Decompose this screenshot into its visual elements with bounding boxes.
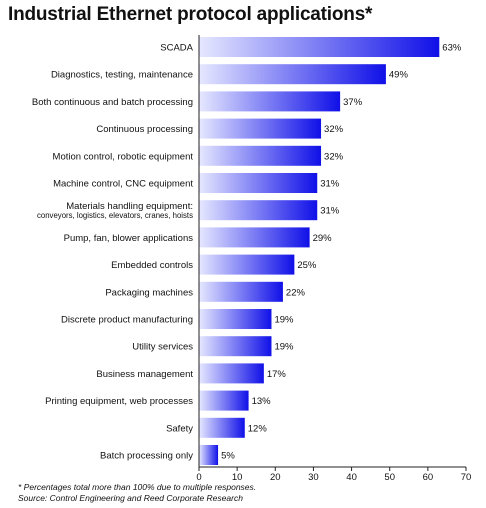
value-label-8: 25% [297, 260, 317, 271]
bar-4 [199, 145, 322, 166]
category-label-6: Materials handling equipment: [66, 201, 193, 212]
category-label-2: Both continuous and batch processing [32, 97, 193, 108]
value-label-14: 12% [248, 423, 268, 434]
value-label-12: 17% [267, 369, 287, 380]
category-label-7: Pump, fan, blower applications [64, 233, 194, 244]
bar-5 [199, 173, 318, 193]
category-label-8: Embedded controls [111, 260, 193, 271]
bar-8 [199, 254, 295, 275]
category-label-14: Safety [166, 423, 193, 434]
value-label-1: 49% [389, 70, 409, 81]
x-axis: 0 10 20 30 40 50 60 70 [196, 35, 471, 483]
bar-6 [199, 200, 318, 221]
value-label-13: 13% [252, 396, 272, 407]
chart-title: Industrial Ethernet protocol application… [8, 4, 373, 25]
category-label-12: Business management [96, 369, 193, 380]
value-label-10: 19% [274, 315, 294, 326]
category-label-13: Printing equipment, web processes [45, 396, 193, 407]
bar-15 [199, 445, 219, 465]
value-label-2: 37% [343, 97, 363, 108]
bar-7 [199, 227, 310, 248]
category-sublabel-6: conveyors, logistics, elevators, cranes,… [37, 211, 193, 220]
x-tick-label-3: 30 [308, 472, 319, 483]
category-label-0: SCADA [160, 43, 193, 54]
value-label-4: 32% [324, 151, 344, 162]
value-label-15: 5% [221, 451, 235, 462]
value-label-3: 32% [324, 124, 344, 135]
source-label: Source: [18, 493, 48, 503]
bar-0 [199, 37, 440, 57]
value-label-6: 31% [320, 206, 340, 217]
x-tick-label-5: 50 [384, 472, 395, 483]
category-label-11: Utility services [132, 342, 193, 353]
x-tick-label-2: 20 [270, 472, 281, 483]
category-label-15: Batch processing only [100, 451, 193, 462]
value-label-7: 29% [313, 233, 333, 244]
category-label-9: Packaging machines [105, 287, 193, 298]
x-tick-label-6: 60 [423, 472, 434, 483]
x-tick-label-7: 70 [461, 472, 472, 483]
bar-11 [199, 336, 272, 357]
value-label-5: 31% [320, 179, 340, 190]
category-label-3: Continuous processing [96, 124, 193, 135]
value-label-0: 63% [442, 43, 462, 54]
source-line: Source: Control Engineering and Reed Cor… [18, 493, 243, 503]
bar-12 [199, 363, 264, 384]
bar-13 [199, 390, 249, 411]
x-tick-label-1: 10 [232, 472, 243, 483]
footnote: * Percentages total more than 100% due t… [18, 482, 257, 492]
bar-3 [199, 118, 322, 139]
value-label-11: 19% [274, 342, 294, 353]
bar-2 [199, 91, 341, 112]
bar-10 [199, 309, 272, 329]
bar-9 [199, 281, 283, 302]
bar-1 [199, 64, 386, 85]
bars-group: 63% SCADA 49% Diagnostics, testing, mainten… [32, 37, 462, 465]
source-text: Control Engineering and Reed Corporate R… [49, 493, 243, 503]
category-label-1: Diagnostics, testing, maintenance [51, 70, 193, 81]
category-label-5: Machine control, CNC equipment [53, 179, 193, 190]
bar-14 [199, 417, 245, 438]
value-label-9: 22% [286, 287, 306, 298]
x-tick-label-0: 0 [196, 472, 201, 483]
category-label-4: Motion control, robotic equipment [53, 151, 194, 162]
x-tick-label-4: 40 [346, 472, 357, 483]
category-label-10: Discrete product manufacturing [61, 315, 193, 326]
